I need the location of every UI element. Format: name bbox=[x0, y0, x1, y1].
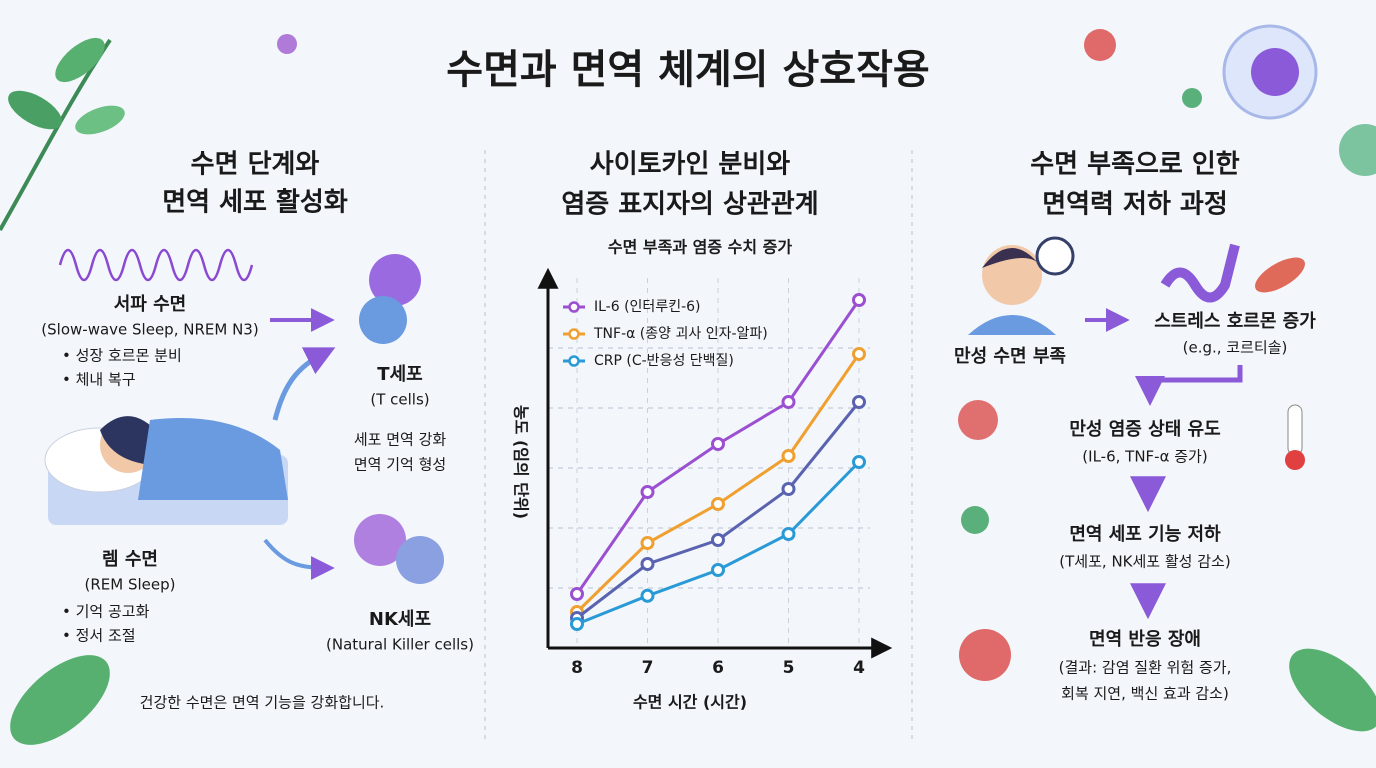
section-heading: 사이토카인 분비와 bbox=[590, 150, 790, 180]
x-tick-label: 8 bbox=[571, 658, 583, 678]
data-point bbox=[640, 536, 655, 550]
legend-swatch bbox=[568, 355, 580, 367]
cell-subtitle: (T cells) bbox=[370, 391, 429, 409]
x-tick-label: 5 bbox=[783, 658, 795, 678]
x-axis-label: 수면 시간 (시간) bbox=[633, 693, 747, 712]
section-heading: 수면 단계와 bbox=[191, 150, 320, 180]
stage-title: 렘 수면 bbox=[102, 549, 158, 570]
bullet: • 정서 조절 bbox=[62, 627, 136, 645]
data-point bbox=[852, 455, 866, 469]
line-chart: 8 7 6 5 4 IL-6 (인터루킨-6) TNF-α (종양 괴사 인자-알파) CRP… bbox=[537, 267, 893, 678]
data-point bbox=[640, 588, 655, 603]
data-point bbox=[781, 395, 796, 409]
data-point bbox=[711, 563, 725, 577]
data-point bbox=[570, 617, 584, 631]
y-axis-label: 농도 (임의 단위) bbox=[512, 405, 531, 519]
decoration bbox=[0, 24, 1376, 745]
data-point bbox=[640, 557, 655, 571]
legend-label: TNF-α (종양 괴사 인자-알파) bbox=[593, 326, 768, 342]
data-point bbox=[852, 347, 866, 361]
data-point bbox=[570, 587, 584, 601]
step-title: 스트레스 호르몬 증가 bbox=[1154, 311, 1316, 332]
step-detail: (e.g., 코르티솔) bbox=[1183, 339, 1288, 357]
cell-title: T세포 bbox=[377, 364, 422, 385]
x-tick-label: 4 bbox=[853, 658, 865, 678]
section-heading: 염증 표지자의 상관관계 bbox=[561, 190, 818, 220]
x-tick-label: 6 bbox=[712, 658, 724, 678]
footer-note: 건강한 수면은 면역 기능을 강화합니다. bbox=[140, 694, 385, 712]
data-point bbox=[852, 395, 866, 409]
step-title: 면역 반응 장애 bbox=[1089, 629, 1201, 650]
cell-subtitle: (Natural Killer cells) bbox=[326, 636, 474, 654]
data-point bbox=[781, 527, 796, 541]
step-title: 면역 세포 기능 저하 bbox=[1069, 524, 1221, 545]
stage-title: 서파 수면 bbox=[114, 294, 187, 315]
step-detail: 회복 지연, 백신 효과 감소) bbox=[1061, 685, 1229, 703]
bullet: • 기억 공고화 bbox=[62, 603, 150, 621]
legend-swatch bbox=[568, 328, 580, 340]
bullet: • 성장 호르몬 분비 bbox=[62, 347, 182, 365]
data-point bbox=[852, 293, 866, 307]
legend-swatch bbox=[568, 301, 580, 313]
data-point bbox=[711, 533, 725, 547]
legend-label: IL-6 (인터루킨-6) bbox=[594, 299, 701, 315]
chart-title: 수면 부족과 염증 수치 증가 bbox=[608, 238, 792, 257]
data-point bbox=[781, 482, 796, 496]
legend-label: CRP (C-반응성 단백질) bbox=[594, 353, 734, 369]
stage-subtitle: (REM Sleep) bbox=[85, 576, 176, 594]
data-point bbox=[781, 449, 796, 463]
step-detail: (결과: 감염 질환 위험 증가, bbox=[1059, 659, 1232, 677]
data-point bbox=[711, 437, 725, 451]
data-point bbox=[640, 485, 655, 499]
cell-note: 세포 면역 강화 bbox=[354, 431, 447, 449]
cell-title: NK세포 bbox=[369, 609, 431, 630]
stage-subtitle: (Slow-wave Sleep, NREM N3) bbox=[41, 321, 258, 339]
start-label: 만성 수면 부족 bbox=[954, 346, 1066, 367]
step-detail: (IL-6, TNF-α 증가) bbox=[1082, 448, 1207, 466]
x-tick-label: 7 bbox=[642, 658, 654, 678]
data-point bbox=[711, 497, 725, 511]
section-heading: 수면 부족으로 인한 bbox=[1030, 150, 1240, 180]
cell-note: 면역 기억 형성 bbox=[354, 456, 446, 474]
section-heading: 면역력 저하 과정 bbox=[1042, 190, 1228, 220]
step-detail: (T세포, NK세포 활성 감소) bbox=[1059, 553, 1230, 571]
section-heading: 면역 세포 활성화 bbox=[162, 188, 348, 218]
step-title: 만성 염증 상태 유도 bbox=[1069, 419, 1220, 440]
title: 수면과 면역 체계의 상호작용 bbox=[446, 47, 929, 93]
bullet: • 체내 복구 bbox=[62, 371, 136, 389]
